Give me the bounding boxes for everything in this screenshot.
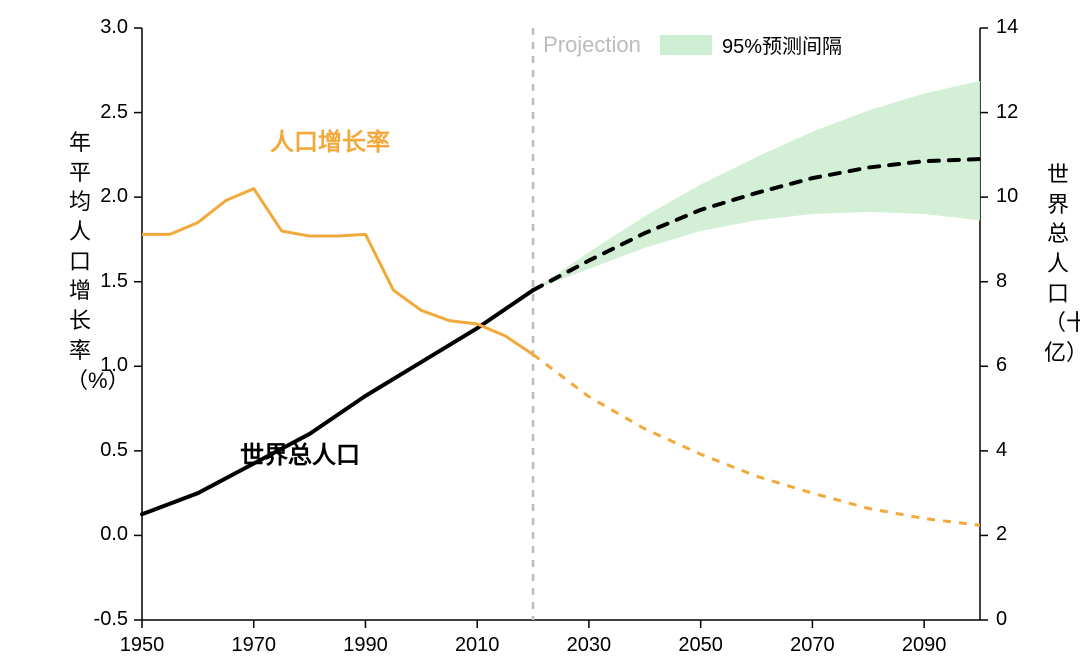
population-series-label: 世界总人口 <box>240 435 360 470</box>
projection-label: Projection <box>543 32 641 58</box>
y-left-tick-label: 3.0 <box>100 16 128 39</box>
y-left-tick-label: -0.5 <box>94 608 128 631</box>
x-tick-label: 2070 <box>787 634 837 657</box>
y-left-tick-label: 0.0 <box>100 523 128 546</box>
legend-label: 95%预测间隔 <box>722 30 842 59</box>
y-right-axis-title: 世界总人口（十亿） <box>1044 160 1072 368</box>
y-left-tick-label: 2.0 <box>100 185 128 208</box>
y-right-tick-label: 14 <box>996 16 1018 39</box>
y-left-axis-title: 年平均人口增长率（%） <box>66 128 94 395</box>
y-right-tick-label: 4 <box>996 439 1007 462</box>
y-right-tick-label: 12 <box>996 101 1018 124</box>
x-tick-label: 2010 <box>452 634 502 657</box>
x-tick-label: 2090 <box>899 634 949 657</box>
x-tick-label: 2050 <box>676 634 726 657</box>
growth-rate-series-label: 人口增长率 <box>270 122 390 157</box>
population-chart: 年平均人口增长率（%） 世界总人口（十亿） 人口增长率 世界总人口 Projec… <box>0 0 1080 672</box>
x-tick-label: 2030 <box>564 634 614 657</box>
y-right-tick-label: 2 <box>996 523 1007 546</box>
y-right-tick-label: 8 <box>996 270 1007 293</box>
chart-svg <box>0 0 1080 672</box>
x-tick-label: 1990 <box>340 634 390 657</box>
legend-prediction-interval: 95%预测间隔 <box>660 30 842 59</box>
y-right-tick-label: 6 <box>996 354 1007 377</box>
y-right-tick-label: 0 <box>996 608 1007 631</box>
x-tick-label: 1970 <box>229 634 279 657</box>
y-left-tick-label: 0.5 <box>100 439 128 462</box>
x-tick-label: 1950 <box>117 634 167 657</box>
y-right-tick-label: 10 <box>996 185 1018 208</box>
y-left-tick-label: 1.5 <box>100 270 128 293</box>
y-left-tick-label: 1.0 <box>100 354 128 377</box>
y-left-tick-label: 2.5 <box>100 101 128 124</box>
legend-swatch <box>660 35 712 55</box>
